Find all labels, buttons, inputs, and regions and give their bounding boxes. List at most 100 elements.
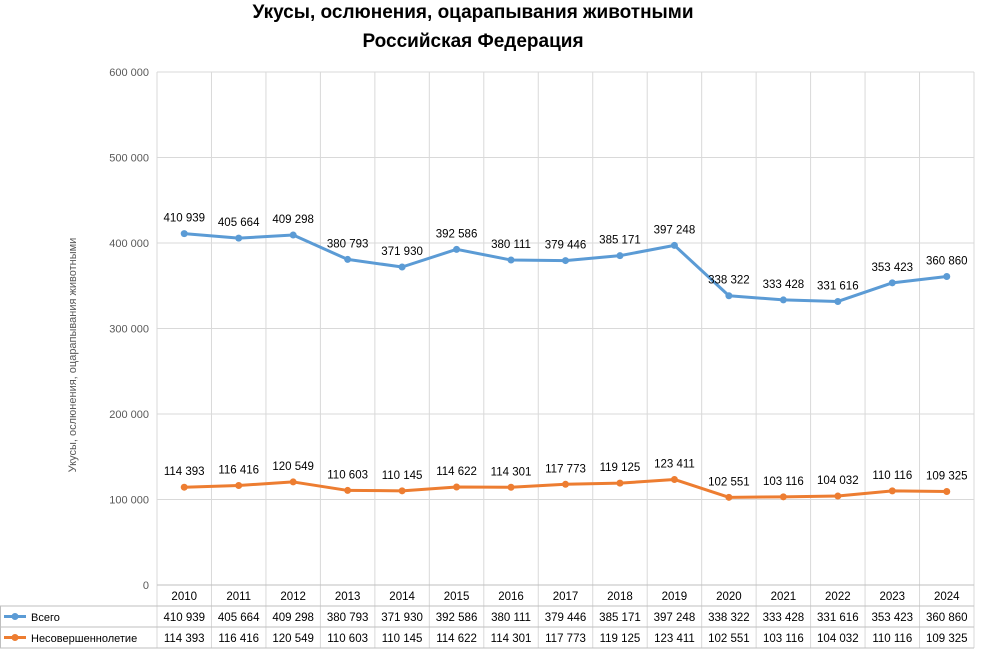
table-cell: 380 793 xyxy=(327,612,369,624)
data-label: 110 603 xyxy=(327,469,368,481)
table-cell: 392 586 xyxy=(436,612,478,624)
x-tick-label: 2011 xyxy=(226,591,251,603)
x-tick-label: 2016 xyxy=(498,591,524,603)
table-cell: 114 393 xyxy=(164,633,205,645)
data-label: 410 939 xyxy=(163,213,205,225)
table-cell: 123 411 xyxy=(654,633,695,645)
legend-key-marker xyxy=(11,634,19,641)
data-label: 123 411 xyxy=(654,458,695,470)
table-cell: 119 125 xyxy=(600,633,641,645)
data-point xyxy=(289,478,297,486)
table-cell: 102 551 xyxy=(708,633,750,645)
series-lines xyxy=(180,230,951,501)
x-tick-label: 2019 xyxy=(662,591,688,603)
table-cell: 410 939 xyxy=(163,612,205,624)
data-point xyxy=(616,479,624,487)
data-label: 338 322 xyxy=(708,275,750,287)
data-point xyxy=(725,292,733,300)
data-point xyxy=(943,272,951,280)
table-cell: 104 032 xyxy=(817,633,859,645)
data-point xyxy=(344,486,352,494)
data-label: 385 171 xyxy=(599,235,641,247)
data-point xyxy=(725,493,733,501)
data-point xyxy=(507,483,515,491)
chart-title: Укусы, ослюнения, оцарапывания животными xyxy=(252,2,693,23)
data-label: 114 622 xyxy=(436,466,477,478)
data-point xyxy=(779,493,787,501)
data-label: 333 428 xyxy=(763,279,805,291)
data-point xyxy=(180,230,188,238)
x-tick-label: 2023 xyxy=(880,591,906,603)
data-label: 103 116 xyxy=(763,476,804,488)
table-cell: 116 416 xyxy=(218,633,259,645)
x-tick-label: 2013 xyxy=(335,591,361,603)
data-point xyxy=(453,245,461,253)
x-tick-label: 2024 xyxy=(934,591,960,603)
data-label: 116 416 xyxy=(218,464,259,476)
table-cell: 380 111 xyxy=(491,612,531,624)
data-point xyxy=(834,492,842,500)
x-tick-label: 2021 xyxy=(771,591,797,603)
table-cell: 117 773 xyxy=(545,633,586,645)
gridlines: 0 100 000 200 000 300 000 400 000 500 000 600 … xyxy=(109,67,975,648)
table-cell: 114 301 xyxy=(491,633,532,645)
data-label: 397 248 xyxy=(654,224,696,236)
data-label: 117 773 xyxy=(545,463,586,475)
chart-subtitle: Российская Федерация xyxy=(362,31,583,52)
data-point xyxy=(180,483,188,491)
table-cell: 110 116 xyxy=(872,633,912,645)
table-cell: 109 325 xyxy=(926,633,968,645)
data-label: 120 549 xyxy=(272,461,314,473)
legend-series-name: Всего xyxy=(31,612,60,624)
y-tick-label: 0 xyxy=(143,580,149,592)
data-point xyxy=(344,255,352,263)
y-tick-label: 600 000 xyxy=(109,67,149,79)
table-cell: 331 616 xyxy=(817,612,859,624)
table-cell: 397 248 xyxy=(654,612,696,624)
x-tick-label: 2020 xyxy=(716,591,742,603)
table-cell: 114 622 xyxy=(436,633,477,645)
data-point xyxy=(562,257,569,265)
y-tick-label: 500 000 xyxy=(109,153,149,165)
data-label: 114 301 xyxy=(491,466,532,478)
y-tick-label: 300 000 xyxy=(109,324,149,336)
data-label: 379 446 xyxy=(545,240,587,252)
data-label: 360 860 xyxy=(926,255,968,267)
data-point xyxy=(616,252,624,260)
table-cell: 379 446 xyxy=(545,612,587,624)
table-cell: 371 930 xyxy=(381,612,423,624)
table-cell: 338 322 xyxy=(708,612,750,624)
y-tick-label: 400 000 xyxy=(109,238,149,250)
x-tick-label: 2012 xyxy=(280,591,306,603)
data-point xyxy=(670,241,678,249)
data-label: 331 616 xyxy=(817,280,859,292)
y-axis-label: Укусы, ослюнения, оцарапывания животными xyxy=(67,238,79,473)
data-label: 409 298 xyxy=(272,214,314,226)
table-cell: 385 171 xyxy=(599,612,641,624)
data-label: 380 793 xyxy=(327,238,369,250)
y-tick-label: 200 000 xyxy=(109,409,149,421)
data-point xyxy=(507,256,515,264)
x-tick-label: 2015 xyxy=(444,591,470,603)
legend-key-marker xyxy=(11,613,19,620)
data-point xyxy=(453,483,461,491)
data-label: 353 423 xyxy=(872,262,914,274)
table-cell: 353 423 xyxy=(872,612,914,624)
data-point xyxy=(235,481,243,489)
data-labels: 410 939 405 664 409 298 380 793 371 930 392 5… xyxy=(163,213,967,489)
table-cell: 120 549 xyxy=(272,633,314,645)
table-cell: 110 603 xyxy=(327,633,368,645)
data-label: 109 325 xyxy=(926,471,968,483)
data-label: 380 111 xyxy=(491,239,531,251)
data-point xyxy=(398,263,406,271)
data-point xyxy=(888,487,896,495)
table-cell: 409 298 xyxy=(272,612,314,624)
data-point xyxy=(289,231,297,239)
data-point xyxy=(670,475,678,483)
table-cell: 103 116 xyxy=(763,633,804,645)
data-label: 114 393 xyxy=(164,466,205,478)
data-point xyxy=(398,487,406,495)
data-label: 119 125 xyxy=(600,462,641,474)
data-point xyxy=(562,480,569,488)
